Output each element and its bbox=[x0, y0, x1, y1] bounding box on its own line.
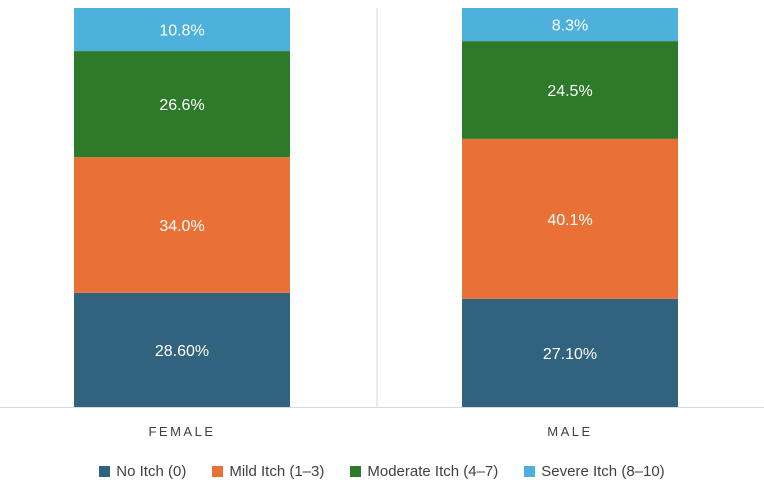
legend-swatch-no-itch bbox=[99, 466, 111, 477]
bar-male-no-itch bbox=[462, 298, 678, 407]
legend-item-moderate-itch: Moderate Itch (4–7) bbox=[350, 463, 498, 480]
chart: 28.60% 34.0% 26.6% 10.8% 27.10% 40.1% 24.5% 8.3… bbox=[0, 8, 764, 439]
bar-female-no-itch bbox=[74, 292, 290, 407]
legend-label-severe-itch: Severe Itch (8–10) bbox=[541, 463, 665, 480]
data-label-male-moderate-itch: 24.5% bbox=[547, 83, 592, 100]
legend-item-mild-itch: Mild Itch (1–3) bbox=[212, 463, 324, 480]
data-label-female-severe-itch: 10.8% bbox=[159, 23, 204, 40]
category-label-female: FEMALE bbox=[148, 424, 215, 439]
bar-male-mild-itch bbox=[462, 138, 678, 299]
legend: No Itch (0) Mild Itch (1–3) Moderate Itc… bbox=[0, 463, 764, 480]
legend-swatch-severe-itch bbox=[524, 466, 536, 477]
legend-item-severe-itch: Severe Itch (8–10) bbox=[524, 463, 665, 480]
bar-female-moderate-itch bbox=[74, 51, 290, 158]
bars bbox=[74, 8, 678, 407]
bar-male-severe-itch bbox=[462, 8, 678, 42]
bar-female-severe-itch bbox=[74, 8, 290, 52]
segment-labels: 28.60% 34.0% 26.6% 10.8% 27.10% 40.1% 24.5% 8.3… bbox=[155, 18, 597, 363]
legend-item-no-itch: No Itch (0) bbox=[99, 463, 186, 480]
data-label-male-mild-itch: 40.1% bbox=[547, 212, 592, 229]
data-label-female-no-itch: 28.60% bbox=[155, 343, 209, 360]
data-label-male-severe-itch: 8.3% bbox=[552, 18, 588, 35]
legend-swatch-moderate-itch bbox=[350, 466, 362, 477]
legend-label-moderate-itch: Moderate Itch (4–7) bbox=[367, 463, 499, 480]
category-label-male: MALE bbox=[547, 424, 592, 439]
data-label-male-no-itch: 27.10% bbox=[543, 346, 597, 363]
bar-male-moderate-itch bbox=[462, 41, 678, 139]
legend-swatch-mild-itch bbox=[212, 466, 224, 477]
bar-female-mild-itch bbox=[74, 157, 290, 293]
data-label-female-moderate-itch: 26.6% bbox=[159, 97, 204, 114]
data-label-female-mild-itch: 34.0% bbox=[159, 218, 204, 235]
legend-label-no-itch: No Itch (0) bbox=[116, 463, 187, 480]
legend-label-mild-itch: Mild Itch (1–3) bbox=[229, 463, 325, 480]
